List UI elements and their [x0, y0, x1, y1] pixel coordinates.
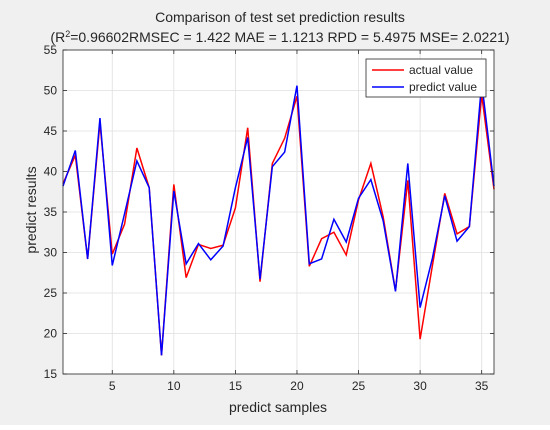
y-tick-label: 40 [44, 165, 58, 179]
y-tick-label: 25 [44, 286, 58, 300]
x-tick-label: 20 [290, 379, 304, 393]
legend-box [365, 58, 487, 98]
x-tick-label: 35 [475, 379, 489, 393]
y-tick-label: 50 [44, 84, 58, 98]
chart-subtitle: (R2=0.96602RMSEC = 1.422 MAE = 1.1213 RP… [50, 29, 509, 45]
y-tick-label: 55 [44, 43, 58, 57]
x-tick-label: 5 [109, 379, 116, 393]
x-tick-label: 30 [413, 379, 427, 393]
chart-title: Comparison of test set prediction result… [155, 9, 405, 25]
y-tick-label: 15 [44, 367, 58, 381]
series-layer [62, 82, 495, 356]
y-tick-label: 35 [44, 205, 58, 219]
y-axis: 15 20 25 30 35 40 45 50 55 [44, 43, 494, 381]
y-axis-label: predict results [23, 166, 39, 253]
series-line-actual-value [62, 94, 495, 356]
subtitle-metrics: =0.96602RMSEC = 1.422 MAE = 1.1213 RPD =… [70, 29, 509, 45]
legend-label-actual-value: actual value [409, 63, 473, 77]
subtitle-r2-prefix: (R [50, 29, 65, 45]
x-tick-label: 10 [167, 379, 181, 393]
x-axis: 5 10 15 20 25 30 35 [109, 50, 489, 393]
y-tick-label: 20 [44, 327, 58, 341]
x-tick-label: 25 [352, 379, 366, 393]
legend-label-predict-value: predict value [409, 80, 477, 94]
y-tick-label: 30 [44, 246, 58, 260]
series-line-predict-value [62, 82, 495, 356]
x-tick-label: 15 [229, 379, 243, 393]
subtitle-r2-exponent: 2 [65, 29, 70, 39]
legend: actual value predict value [365, 58, 487, 98]
x-axis-label: predict samples [229, 399, 327, 415]
y-tick-label: 45 [44, 124, 58, 138]
